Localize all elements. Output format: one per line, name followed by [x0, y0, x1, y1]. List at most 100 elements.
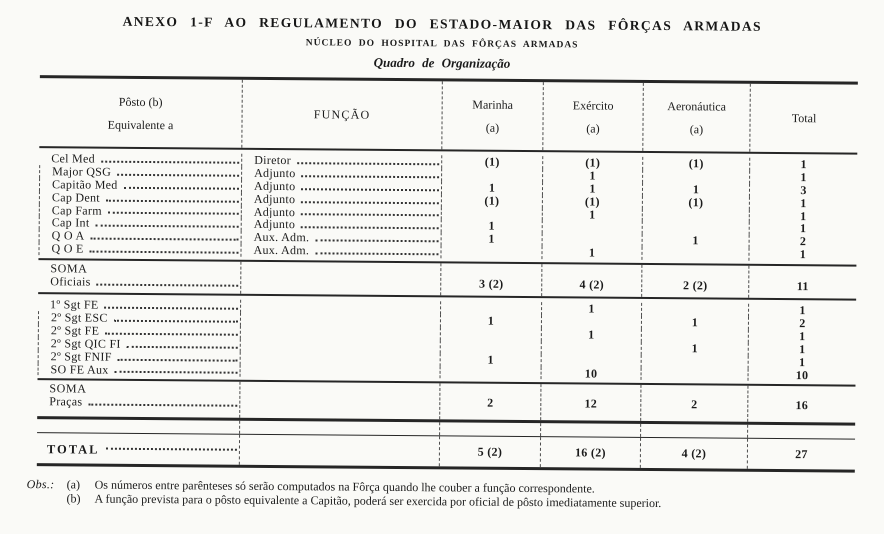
posto-value: 2º Sgt QIC FI [50, 336, 121, 351]
cell-total: 16 [747, 386, 856, 424]
cell-marinha [440, 206, 542, 221]
funcao-label: FUNÇÃO [313, 107, 371, 122]
document-header: ANEXO 1-F AO REGULAMENTO DO ESTADO-MAIOR… [0, 0, 884, 74]
cell-marinha: 1 [440, 219, 542, 234]
cell-posto [37, 420, 239, 435]
posto-value: 2º Sgt FE [50, 324, 100, 338]
posto-value: Cap Int [51, 216, 90, 230]
posto-value: 2º Sgt ESC [50, 311, 108, 325]
document-subtitle: NÚCLEO DO HOSPITAL DAS FÔRÇAS ARMADAS [305, 38, 579, 51]
posto-value: Cap Dent [51, 190, 101, 205]
cell-marinha [439, 340, 541, 354]
total-row: TOTAL 5 (2) 16 (2) 4 (2) 27 [37, 434, 856, 471]
funcao-value: Adjunto [253, 218, 296, 232]
cell-funcao [239, 382, 440, 420]
cell-exercito [541, 220, 642, 235]
cell-total: 11 [748, 265, 857, 299]
dot-leader [100, 160, 240, 164]
cell-aeronautica [640, 354, 748, 369]
posto-label-line2: Equivalente a [107, 117, 174, 132]
dot-leader [104, 306, 239, 310]
cell-total: 1 [748, 303, 857, 318]
funcao-value: Aux. Adm. [253, 231, 310, 245]
cell-total: 1 [749, 157, 858, 172]
cell-marinha [440, 301, 542, 316]
posto-value: Q O E [51, 242, 84, 256]
dot-leader [95, 224, 239, 229]
document-sheet: ANEXO 1-F AO REGULAMENTO DO ESTADO-MAIOR… [0, 0, 884, 512]
dot-leader [117, 358, 238, 362]
dot-leader [117, 173, 240, 177]
cell-total: 1 [747, 329, 856, 344]
cell-exercito: 1 [542, 168, 643, 183]
funcao-value: Aux. Adm. [253, 243, 310, 258]
cell-exercito: 1 [541, 207, 642, 222]
cell-funcao [240, 261, 441, 296]
exercito-footnote-ref: (a) [586, 120, 600, 136]
cell-exercito: 4 (2) [541, 264, 642, 298]
cell-total: 1 [748, 247, 857, 262]
cell-exercito: 1 [540, 328, 641, 342]
posto-value: Major QSG [52, 165, 112, 179]
total-label: Total [791, 111, 817, 126]
dot-leader [114, 371, 238, 375]
cell-aeronautica [640, 367, 748, 382]
cell-marinha: (1) [441, 155, 543, 169]
footnote-text: A função prevista para o pôsto equivalen… [94, 491, 662, 511]
cell-total: 10 [747, 368, 856, 383]
cell-exercito [540, 315, 642, 329]
dot-leader [96, 283, 239, 287]
dot-leader [301, 200, 439, 204]
cell-marinha: (1) [440, 193, 542, 208]
cell-aeronautica [641, 303, 749, 317]
posto-label-line1: Pôsto (b) [118, 94, 163, 109]
soma-sublabel: Oficiais [50, 274, 91, 289]
cell-aeronautica [641, 221, 749, 236]
cell-exercito [541, 233, 642, 248]
funcao-value: Adjunto [254, 166, 296, 181]
funcao-value: Adjunto [253, 179, 296, 193]
cell-posto: Q O E [38, 242, 241, 257]
cell-aeronautica [641, 208, 749, 223]
total-row-label: TOTAL [46, 442, 100, 457]
cell-aeronautica [640, 328, 748, 343]
cell-posto: SOMA Praças [37, 381, 239, 419]
organization-table: Pôsto (b) Equivalente a FUNÇÃO Marinha (… [36, 75, 858, 474]
cell-marinha: 1 [439, 352, 541, 367]
posto-value: SO FE Aux [50, 362, 109, 377]
dot-leader [315, 252, 439, 256]
cell-exercito: 16 (2) [539, 437, 641, 469]
cell-posto: TOTAL [37, 434, 239, 466]
dot-leader [123, 186, 240, 190]
posto-value: Q O A [51, 229, 85, 243]
exercito-label: Exército [572, 97, 614, 113]
cell-marinha [441, 168, 543, 182]
cell-aeronautica: 1 [640, 315, 749, 330]
cell-total [747, 425, 856, 440]
posto-value: Cel Med [51, 152, 96, 166]
cell-funcao: Aux. Adm. [240, 243, 441, 259]
soma-pracas-row: SOMA Praças 2 12 2 16 [37, 381, 856, 424]
posto-value: 1º Sgt FE [50, 298, 99, 312]
cell-aeronautica [640, 424, 748, 439]
funcao-value: Adjunto [253, 192, 296, 206]
dot-leader [89, 250, 239, 254]
cell-exercito [540, 340, 641, 355]
cell-posto: SOMA Oficiais [38, 260, 240, 294]
cell-total: 1 [748, 196, 857, 211]
dot-leader [301, 226, 439, 230]
pracas-section: 1º Sgt FE 1 1 2º Sgt ESC 1 1 2 2º Sgt FE… [37, 294, 857, 385]
dot-leader [107, 212, 239, 216]
cell-marinha: 1 [440, 181, 543, 195]
cell-total: 1 [748, 209, 857, 224]
footnote-list: (a) Os números entre parênteses só serão… [66, 478, 880, 512]
soma-oficiais-row: SOMA Oficiais 3 (2) 4 (2) 2 (2) 11 [38, 260, 857, 299]
footnote-tag: (b) [66, 491, 81, 506]
cell-aeronautica [641, 247, 749, 261]
marinha-label: Marinha [472, 97, 514, 112]
dot-leader [301, 213, 439, 217]
cell-exercito: 1 [541, 302, 642, 316]
funcao-value: Adjunto [253, 205, 296, 219]
cell-marinha [439, 365, 541, 380]
posto-value: 2º Sgt FNIF [50, 349, 112, 364]
